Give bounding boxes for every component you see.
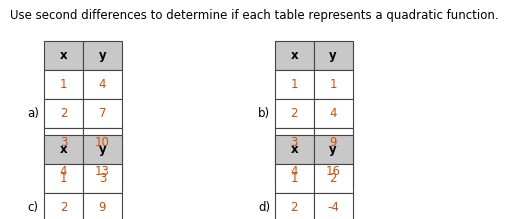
Bar (314, 164, 353, 193)
Bar (275, 164, 314, 193)
Text: Use second differences to determine if each table represents a quadratic functio: Use second differences to determine if e… (11, 9, 499, 22)
Text: 3: 3 (290, 136, 298, 149)
Text: y: y (330, 143, 337, 156)
Bar (275, 41, 314, 70)
Text: 1: 1 (330, 78, 337, 91)
Text: 4: 4 (99, 78, 106, 91)
Text: 1: 1 (290, 78, 298, 91)
Text: 1: 1 (60, 172, 67, 185)
Bar (314, 135, 353, 164)
Bar (44, 128, 83, 157)
Text: 10: 10 (95, 136, 110, 149)
Text: 4: 4 (330, 107, 337, 120)
Text: 7: 7 (99, 107, 106, 120)
Bar (44, 193, 83, 219)
Bar (275, 128, 314, 157)
Bar (44, 135, 83, 164)
Bar (314, 193, 353, 219)
Bar (314, 128, 353, 157)
Text: 2: 2 (290, 201, 298, 214)
Bar (314, 99, 353, 128)
Text: 3: 3 (99, 172, 106, 185)
Text: x: x (60, 49, 67, 62)
Bar (44, 99, 83, 128)
Text: 2: 2 (290, 107, 298, 120)
Text: 4: 4 (290, 165, 298, 178)
Bar (83, 41, 122, 70)
Text: 2: 2 (330, 172, 337, 185)
Text: y: y (330, 49, 337, 62)
Text: 4: 4 (60, 165, 67, 178)
Bar (275, 99, 314, 128)
Text: 1: 1 (290, 172, 298, 185)
Bar (275, 135, 314, 164)
Text: 9: 9 (99, 201, 106, 214)
Bar (83, 135, 122, 164)
Bar (83, 164, 122, 193)
Text: 2: 2 (60, 107, 67, 120)
Text: y: y (99, 49, 106, 62)
Bar (314, 41, 353, 70)
Bar (44, 157, 83, 186)
Bar (83, 128, 122, 157)
Text: b): b) (258, 107, 270, 120)
Text: y: y (99, 143, 106, 156)
Bar (44, 164, 83, 193)
Text: 3: 3 (60, 136, 67, 149)
Text: a): a) (28, 107, 40, 120)
Bar (44, 70, 83, 99)
Bar (314, 157, 353, 186)
Text: 1: 1 (60, 78, 67, 91)
Bar (83, 157, 122, 186)
Text: 2: 2 (60, 201, 67, 214)
Text: x: x (290, 143, 298, 156)
Bar (275, 157, 314, 186)
Bar (314, 70, 353, 99)
Bar (275, 193, 314, 219)
Text: d): d) (258, 201, 270, 214)
Bar (83, 99, 122, 128)
Text: -4: -4 (327, 201, 339, 214)
Bar (83, 70, 122, 99)
Text: c): c) (28, 201, 39, 214)
Bar (83, 193, 122, 219)
Text: 16: 16 (326, 165, 341, 178)
Text: 9: 9 (330, 136, 337, 149)
Bar (44, 41, 83, 70)
Text: x: x (290, 49, 298, 62)
Bar (275, 70, 314, 99)
Text: x: x (60, 143, 67, 156)
Text: 13: 13 (95, 165, 110, 178)
